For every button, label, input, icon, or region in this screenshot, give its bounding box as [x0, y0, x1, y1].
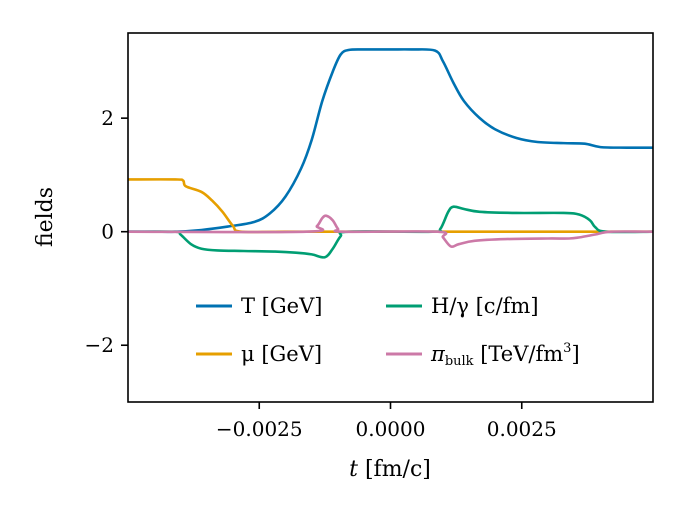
legend-label-pi-tail: [TeV/fm: [474, 342, 564, 366]
legend-label-t: T [GeV]: [241, 294, 322, 318]
legend-label-pi-sup: 3: [563, 341, 571, 356]
x-tick-label-0: −0.0025: [216, 417, 303, 441]
x-axis-label: t [fm/c]: [349, 457, 431, 482]
legend-label-mu: μ [GeV]: [241, 342, 322, 366]
y-tick-label-1: 0: [101, 220, 114, 244]
x-axis-label-unit: [fm/c]: [365, 457, 431, 482]
y-tick-label-2: 2: [101, 106, 114, 130]
legend-label-pi-close: ]: [571, 342, 579, 366]
series-layer: [127, 48, 654, 259]
y-tick-label-0: −2: [85, 333, 114, 357]
y-axis-label: fields: [33, 187, 58, 247]
series-line-1: [127, 178, 653, 234]
legend: T [GeV] H/γ [c/fm] μ [GeV] πbulk [TeV/fm…: [196, 294, 580, 369]
x-tick-label-1: 0.0000: [356, 417, 426, 441]
legend-label-pi: πbulk [TeV/fm3]: [430, 341, 580, 369]
series-line-3: [127, 214, 654, 249]
series-line-0: [127, 48, 654, 234]
legend-label-h: H/γ [c/fm]: [431, 294, 539, 318]
legend-label-pi-sub: bulk: [445, 354, 474, 369]
legend-label-pi-symbol: π: [430, 342, 446, 366]
ticks-layer: −0.0025 0.0000 0.0025 −2 0 2: [85, 106, 557, 441]
x-tick-label-2: 0.0025: [487, 417, 557, 441]
